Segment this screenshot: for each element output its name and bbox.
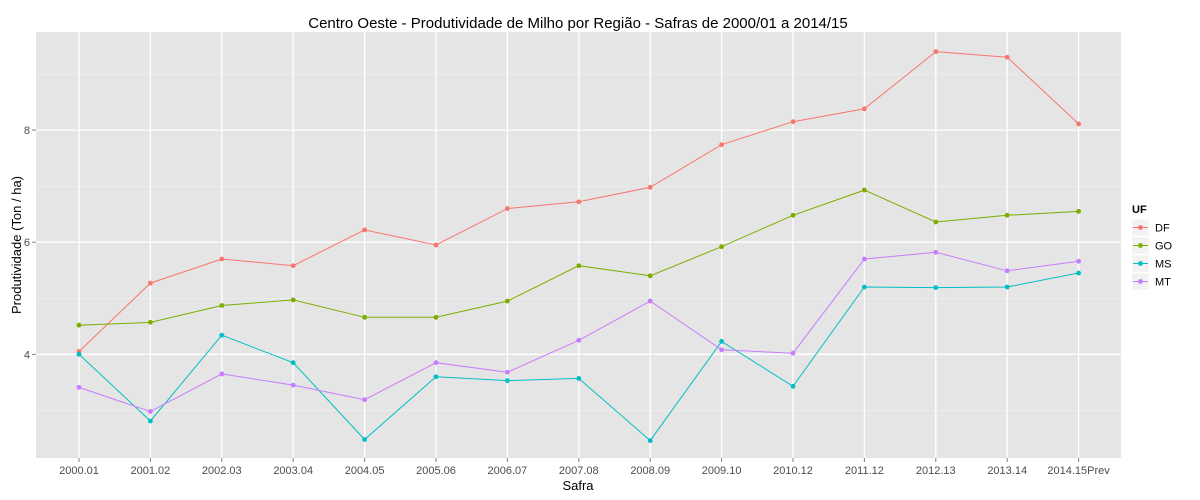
legend-title: UF bbox=[1132, 204, 1147, 216]
data-point-df bbox=[148, 280, 153, 286]
data-point-mt bbox=[647, 298, 653, 304]
x-tick-label: 2012.13 bbox=[916, 465, 956, 477]
data-point-df bbox=[790, 119, 796, 125]
data-point-ms bbox=[576, 376, 582, 381]
x-axis-title: Safra bbox=[562, 478, 594, 493]
data-point-df bbox=[1076, 121, 1081, 127]
data-point-go bbox=[790, 212, 796, 218]
legend-key-point bbox=[1138, 225, 1143, 230]
data-point-go bbox=[647, 273, 653, 279]
data-point-ms bbox=[219, 332, 225, 338]
legend-label-ms: MS bbox=[1155, 259, 1172, 271]
data-point-ms bbox=[362, 437, 367, 442]
data-point-mt bbox=[219, 371, 225, 377]
data-point-df bbox=[433, 242, 439, 248]
data-point-ms bbox=[1004, 284, 1010, 290]
y-tick-label: 6 bbox=[24, 237, 30, 249]
data-point-ms bbox=[1076, 270, 1081, 276]
data-point-mt bbox=[1004, 268, 1010, 274]
data-point-mt bbox=[719, 347, 724, 353]
data-point-go bbox=[933, 219, 939, 225]
data-point-go bbox=[719, 244, 724, 250]
data-point-go bbox=[1004, 212, 1010, 218]
data-point-df bbox=[719, 142, 724, 148]
x-tick-label: 2004.05 bbox=[345, 465, 385, 477]
data-point-df bbox=[862, 106, 867, 112]
data-point-ms bbox=[790, 383, 796, 389]
data-point-mt bbox=[148, 409, 153, 414]
legend-label-df: DF bbox=[1155, 223, 1170, 235]
data-point-df bbox=[1004, 54, 1010, 60]
x-tick-label: 2006.07 bbox=[488, 465, 528, 477]
legend-key-point bbox=[1138, 279, 1143, 284]
y-tick-label: 4 bbox=[24, 349, 30, 361]
data-point-mt bbox=[76, 384, 82, 390]
y-axis: 4 6 8 bbox=[24, 125, 36, 361]
data-point-go bbox=[1076, 208, 1081, 214]
legend-label-mt: MT bbox=[1155, 277, 1171, 289]
data-point-ms bbox=[290, 360, 296, 366]
data-point-df bbox=[219, 256, 225, 262]
data-point-mt bbox=[1076, 258, 1081, 264]
data-point-ms bbox=[76, 351, 82, 357]
data-point-ms bbox=[433, 374, 439, 380]
data-point-ms bbox=[647, 438, 653, 444]
data-point-df bbox=[933, 49, 939, 55]
legend-label-go: GO bbox=[1155, 241, 1173, 253]
y-tick-label: 8 bbox=[24, 125, 30, 137]
data-point-go bbox=[148, 319, 153, 325]
data-point-ms bbox=[719, 339, 724, 344]
data-point-df bbox=[505, 206, 510, 211]
data-point-mt bbox=[505, 369, 510, 375]
x-tick-label: 2001.02 bbox=[131, 465, 171, 477]
data-point-go bbox=[433, 314, 439, 320]
data-point-ms bbox=[505, 378, 510, 384]
data-point-df bbox=[576, 199, 582, 205]
data-point-go bbox=[290, 297, 296, 303]
data-point-go bbox=[362, 314, 367, 320]
x-tick-label: 2011.12 bbox=[845, 465, 884, 477]
legend-key-point bbox=[1138, 243, 1143, 248]
x-tick-label: 2005.06 bbox=[416, 465, 456, 477]
y-axis-title: Produtividade (Ton / ha) bbox=[9, 176, 24, 314]
data-point-mt bbox=[862, 256, 867, 262]
x-tick-label: 2007.08 bbox=[559, 465, 599, 477]
x-tick-label: 2010.12 bbox=[773, 465, 813, 477]
data-point-go bbox=[76, 322, 82, 328]
x-tick-label: 2014.15Prev bbox=[1047, 465, 1110, 477]
data-point-mt bbox=[362, 397, 367, 403]
data-point-ms bbox=[933, 285, 939, 290]
legend: UF DF GO MS MT bbox=[1131, 204, 1173, 291]
series-layer bbox=[76, 49, 1081, 444]
chart-title: Centro Oeste - Produtividade de Milho po… bbox=[308, 15, 848, 32]
data-point-mt bbox=[433, 360, 439, 366]
x-tick-label: 2008.09 bbox=[630, 465, 670, 477]
data-point-ms bbox=[148, 418, 153, 424]
data-point-go bbox=[219, 303, 225, 308]
x-axis: 2000.01 2001.02 2002.03 2003.04 2004.05 2005.… bbox=[59, 458, 1110, 477]
x-tick-label: 2003.04 bbox=[273, 465, 313, 477]
x-tick-label: 2009.10 bbox=[702, 465, 742, 477]
data-point-mt bbox=[933, 249, 939, 255]
data-point-ms bbox=[862, 284, 867, 290]
data-point-go bbox=[862, 187, 867, 193]
x-tick-label: 2013.14 bbox=[987, 465, 1027, 477]
legend-key-point bbox=[1138, 261, 1143, 266]
data-point-go bbox=[505, 298, 510, 304]
data-point-df bbox=[647, 184, 653, 190]
x-tick-label: 2002.03 bbox=[202, 465, 242, 477]
x-tick-label: 2000.01 bbox=[59, 465, 99, 477]
data-point-df bbox=[290, 263, 296, 269]
data-point-mt bbox=[290, 382, 296, 388]
data-point-mt bbox=[576, 337, 582, 343]
data-point-go bbox=[576, 263, 582, 269]
data-point-df bbox=[362, 227, 367, 233]
data-point-mt bbox=[790, 350, 796, 356]
